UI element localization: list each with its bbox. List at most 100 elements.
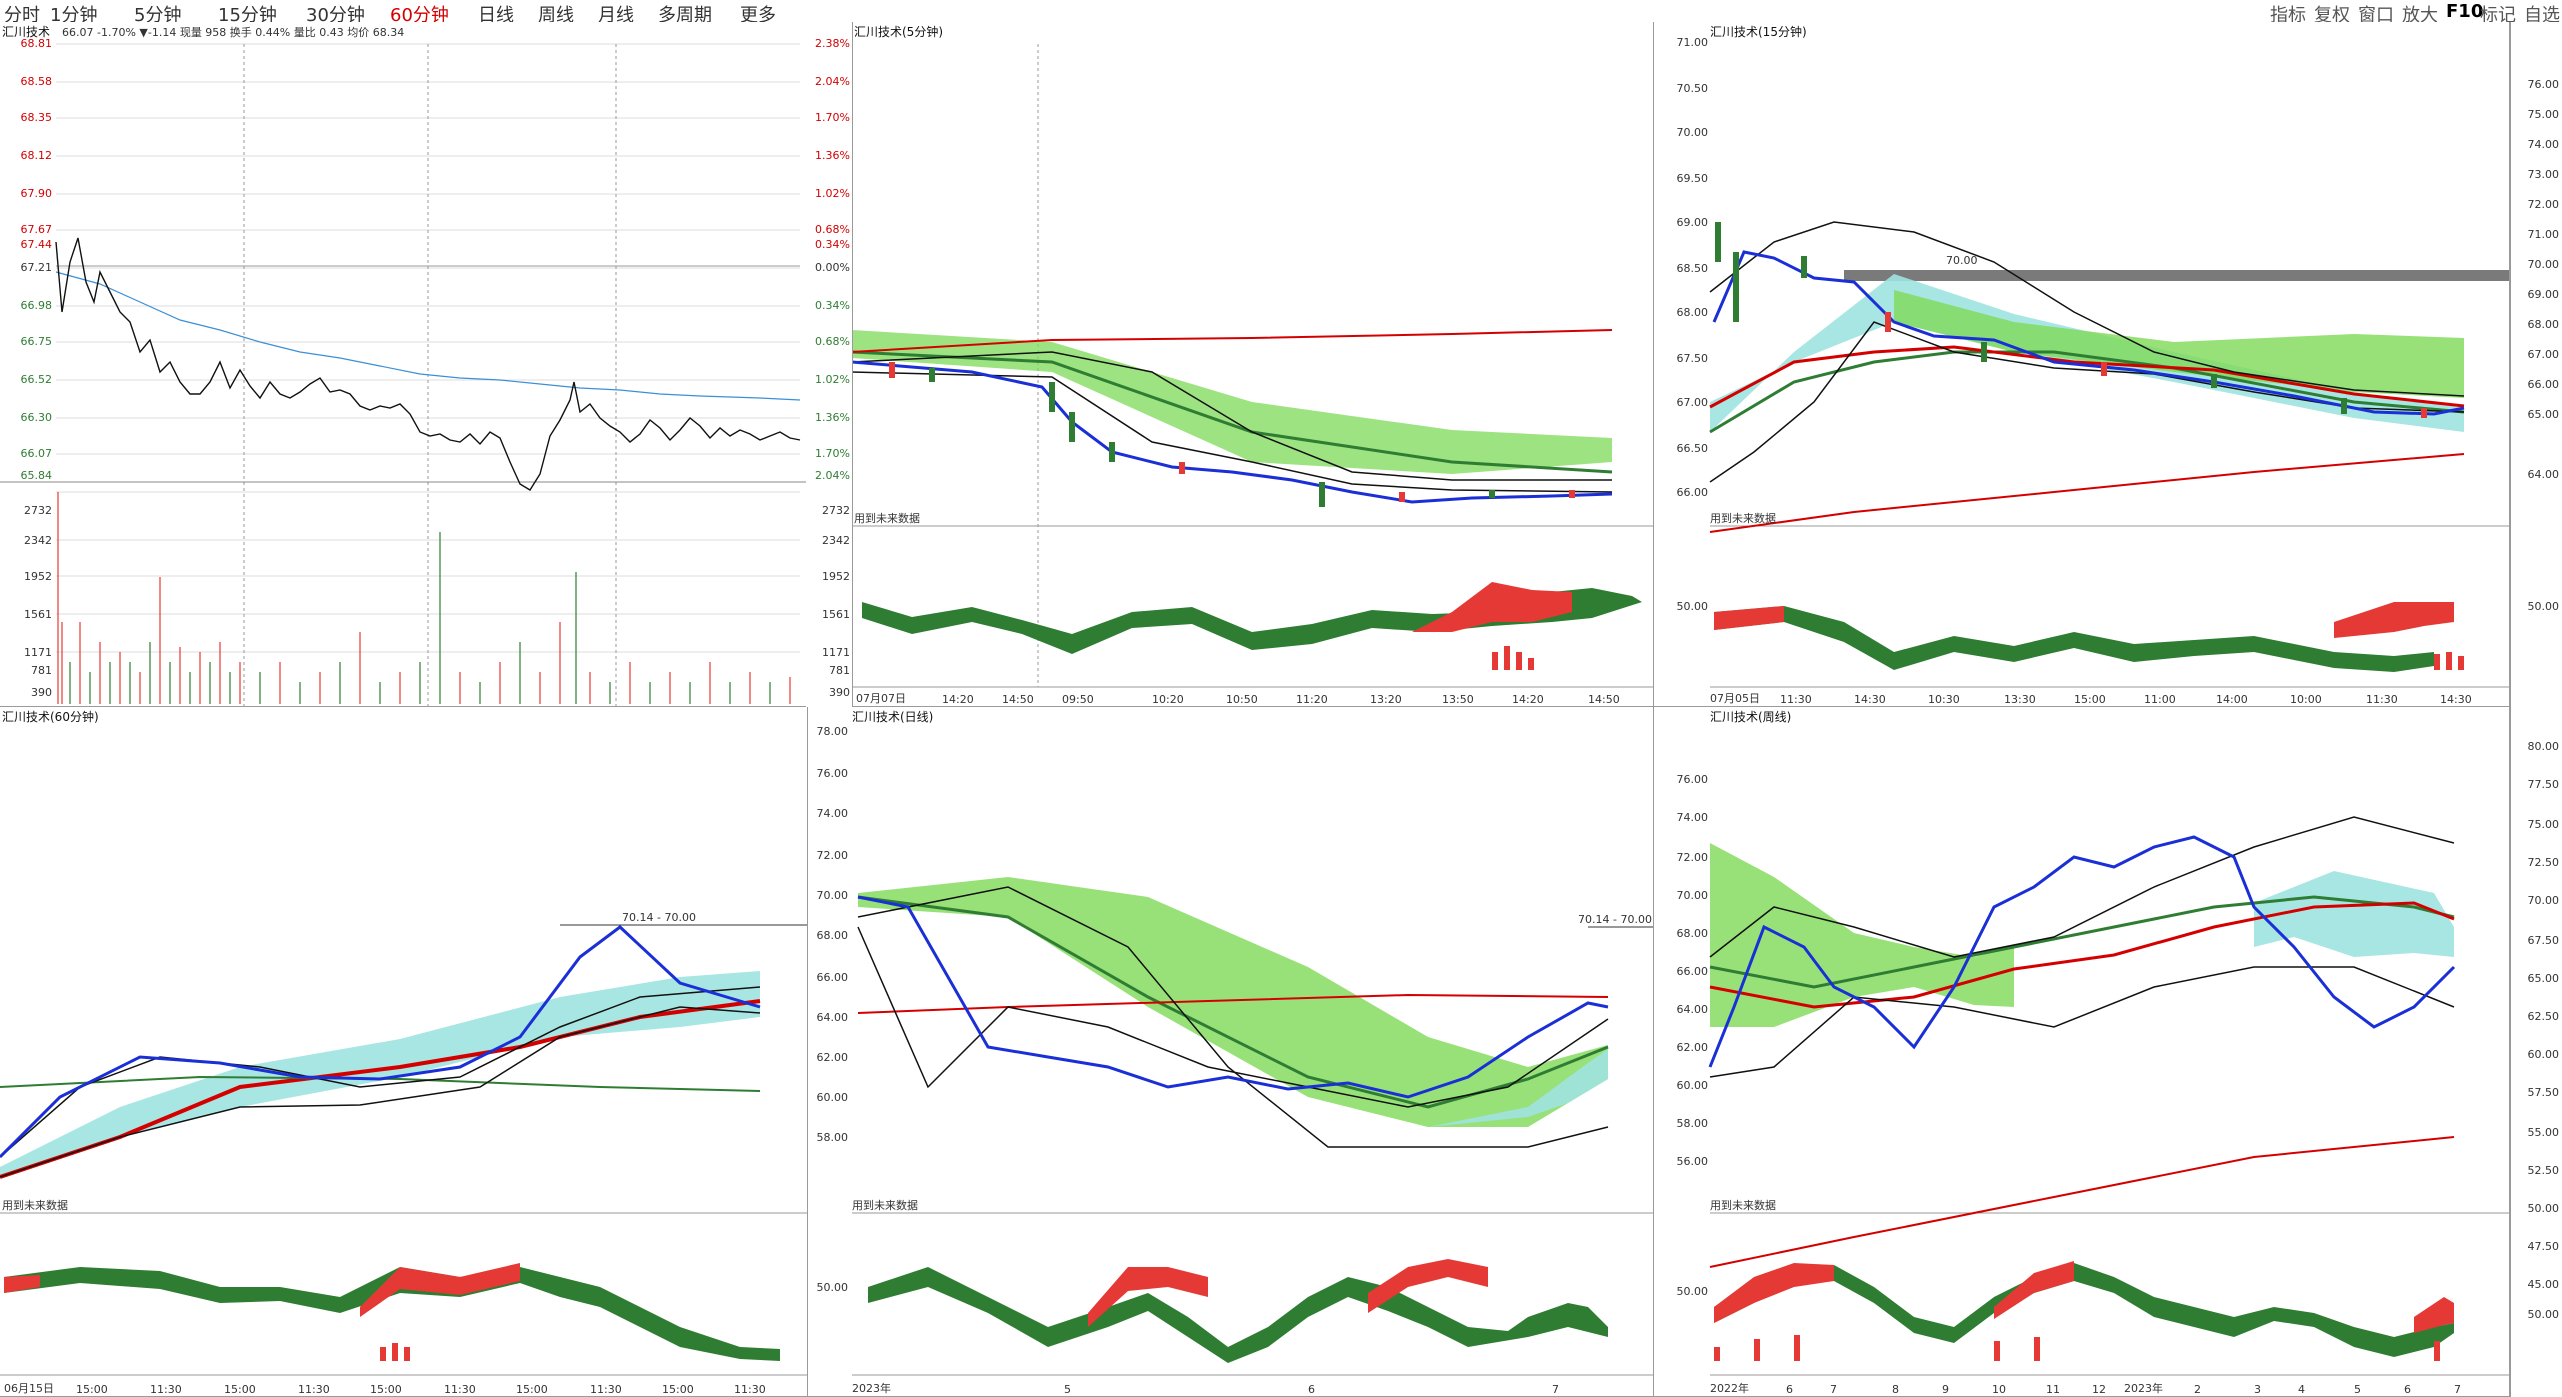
vol-tick-5: 1171 bbox=[24, 646, 52, 659]
period-tab-fenshi[interactable]: 分时 bbox=[4, 5, 40, 26]
daily-xlabel-1: 2023年 bbox=[852, 1382, 891, 1395]
min15-tick-2: 70.50 bbox=[1676, 82, 1709, 95]
strip-tick-6: 71.00 bbox=[2527, 228, 2560, 241]
pct-tick-6: 0.68% bbox=[815, 223, 850, 236]
pct-tick-8: 0.00% bbox=[815, 261, 850, 274]
pct-tick-14: 2.04% bbox=[815, 469, 850, 482]
price-tick-5: 67.90 bbox=[20, 187, 53, 200]
weekly-xlabel-6: 10 bbox=[1992, 1383, 2006, 1396]
pct-tick-9: 0.34% bbox=[815, 299, 850, 312]
intraday-chart bbox=[0, 43, 807, 706]
min5-future-data-note: 用到未来数据 bbox=[854, 512, 920, 525]
period-tab-5min[interactable]: 5分钟 bbox=[134, 5, 182, 26]
period-tab-30min[interactable]: 30分钟 bbox=[306, 5, 365, 26]
pct-tick-1: 2.38% bbox=[815, 37, 850, 50]
weekly-xlabel-5: 9 bbox=[1942, 1383, 1949, 1396]
weekly-xlabel-3: 7 bbox=[1830, 1383, 1837, 1396]
daily-tick-10: 60.00 bbox=[816, 1091, 849, 1104]
min15-xlabel-8: 14:00 bbox=[2216, 693, 2248, 706]
intraday-pct-axis: 2.38% 2.04% 1.70% 1.36% 1.02% 0.68% 0.34… bbox=[806, 22, 853, 707]
strip-tick-5: 72.00 bbox=[2527, 198, 2560, 211]
min15-panel[interactable]: 汇川技术(15分钟) 用到未来数据 70.00 71.00 70.50 70.0… bbox=[1654, 22, 2510, 707]
min15-xlabel-5: 13:30 bbox=[2004, 693, 2036, 706]
period-tab-more[interactable]: 更多 bbox=[740, 5, 776, 26]
price-tick-14: 65.84 bbox=[20, 469, 53, 482]
weekly-tick-1: 76.00 bbox=[1676, 773, 1709, 786]
period-tab-60min[interactable]: 60分钟 bbox=[390, 5, 449, 26]
restore-rights-button[interactable]: 复权 bbox=[2314, 5, 2350, 26]
min15-xlabel-7: 11:00 bbox=[2144, 693, 2176, 706]
pct-tick-4: 1.36% bbox=[815, 149, 850, 162]
strip-btick-14: 47.50 bbox=[2527, 1240, 2560, 1253]
min15-xlabel-6: 15:00 bbox=[2074, 693, 2106, 706]
period-tab-monthly[interactable]: 月线 bbox=[598, 5, 634, 26]
weekly-xlabel-15: 7 bbox=[2454, 1383, 2461, 1396]
window-button[interactable]: 窗口 bbox=[2358, 5, 2394, 26]
min15-xlabel-10: 11:30 bbox=[2366, 693, 2398, 706]
strip-btick-10: 57.50 bbox=[2527, 1086, 2560, 1099]
strip-btick-13: 50.00 bbox=[2527, 1202, 2560, 1215]
min15-tick-8: 67.50 bbox=[1676, 352, 1709, 365]
period-tab-daily[interactable]: 日线 bbox=[478, 5, 514, 26]
price-tick-12: 66.30 bbox=[20, 411, 53, 424]
indicator-button[interactable]: 指标 bbox=[2270, 5, 2306, 26]
zoom-button[interactable]: 放大 bbox=[2402, 5, 2438, 26]
min15-xlabel-2: 11:30 bbox=[1780, 693, 1812, 706]
weekly-tick-6: 66.00 bbox=[1676, 965, 1709, 978]
mark-button[interactable]: 标记 bbox=[2480, 5, 2516, 26]
period-tab-weekly[interactable]: 周线 bbox=[538, 5, 574, 26]
min5-title: 汇川技术(5分钟) bbox=[854, 25, 943, 39]
min15-osc-tick: 50.00 bbox=[1676, 600, 1709, 613]
min5-xlabel-2: 14:20 bbox=[942, 693, 974, 706]
min5-chart bbox=[852, 44, 1653, 688]
daily-tick-9: 62.00 bbox=[816, 1051, 849, 1064]
strip-tick-1: 76.00 bbox=[2527, 78, 2560, 91]
min60-xlabel-1: 06月15日 bbox=[4, 1382, 54, 1395]
period-tab-1min[interactable]: 1分钟 bbox=[50, 5, 98, 26]
min5-xlabel-8: 13:20 bbox=[1370, 693, 1402, 706]
min60-xlabel-2: 15:00 bbox=[76, 1383, 108, 1396]
min15-tick-9: 67.00 bbox=[1676, 396, 1709, 409]
f10-button[interactable]: F10 bbox=[2446, 1, 2484, 22]
strip-btick-3: 75.00 bbox=[2527, 818, 2560, 831]
period-tab-15min[interactable]: 15分钟 bbox=[218, 5, 277, 26]
min15-xlabel-11: 14:30 bbox=[2440, 693, 2472, 706]
weekly-xlabel-8: 12 bbox=[2092, 1383, 2106, 1396]
min5-xlabel-11: 14:50 bbox=[1588, 693, 1620, 706]
weekly-osc-tick: 50.00 bbox=[1676, 1285, 1709, 1298]
price-tick-8: 67.21 bbox=[20, 261, 53, 274]
price-tick-9: 66.98 bbox=[20, 299, 53, 312]
daily-panel[interactable]: 汇川技术(日线) 用到未来数据 70.14 - 70.00 78.00 76.0… bbox=[808, 707, 1654, 1397]
price-tick-13: 66.07 bbox=[20, 447, 53, 460]
min15-title: 汇川技术(15分钟) bbox=[1710, 25, 1807, 39]
daily-tick-3: 74.00 bbox=[816, 807, 849, 820]
price-tick-3: 68.35 bbox=[20, 111, 53, 124]
weekly-xlabel-10: 2 bbox=[2194, 1383, 2201, 1396]
strip-tick-2: 75.00 bbox=[2527, 108, 2560, 121]
pct-tick-3: 1.70% bbox=[815, 111, 850, 124]
weekly-future-data-note: 用到未来数据 bbox=[1710, 1199, 1776, 1212]
min5-xlabel-5: 10:20 bbox=[1152, 693, 1184, 706]
strip-tick-3: 74.00 bbox=[2527, 138, 2560, 151]
watchlist-button[interactable]: 自选 bbox=[2524, 5, 2560, 26]
price-tick-7: 67.44 bbox=[20, 238, 53, 251]
min60-panel[interactable]: 汇川技术(60分钟) 用到未来数据 70.14 - 70.00 06月15日 1… bbox=[0, 707, 808, 1397]
weekly-tick-3: 72.00 bbox=[1676, 851, 1709, 864]
min60-xlabel-7: 11:30 bbox=[444, 1383, 476, 1396]
strip-btick-15: 45.00 bbox=[2527, 1278, 2560, 1291]
min15-tick-3: 70.00 bbox=[1676, 126, 1709, 139]
intraday-panel[interactable]: 汇川技术 66.07 -1.70% ▼-1.14 现量 958 换手 0.44%… bbox=[0, 22, 808, 707]
strip-tick-14: 50.00 bbox=[2527, 600, 2560, 613]
strip-tick-8: 69.00 bbox=[2527, 288, 2560, 301]
min15-tick-4: 69.50 bbox=[1676, 172, 1709, 185]
min5-panel[interactable]: 汇川技术(5分钟) 用到未来数据 07月07日 14:20 14:50 09:5… bbox=[852, 22, 1654, 707]
pct-tick-7: 0.34% bbox=[815, 238, 850, 251]
strip-btick-1: 80.00 bbox=[2527, 740, 2560, 753]
weekly-tick-5: 68.00 bbox=[1676, 927, 1709, 940]
weekly-tick-11: 56.00 bbox=[1676, 1155, 1709, 1168]
strip-tick-7: 70.00 bbox=[2527, 258, 2560, 271]
period-tab-multi[interactable]: 多周期 bbox=[658, 5, 712, 26]
min5-xlabel-10: 14:20 bbox=[1512, 693, 1544, 706]
daily-xlabel-3: 6 bbox=[1308, 1383, 1315, 1396]
weekly-panel[interactable]: 汇川技术(周线) 用到未来数据 76.00 74.00 72.00 70.00 … bbox=[1654, 707, 2510, 1397]
